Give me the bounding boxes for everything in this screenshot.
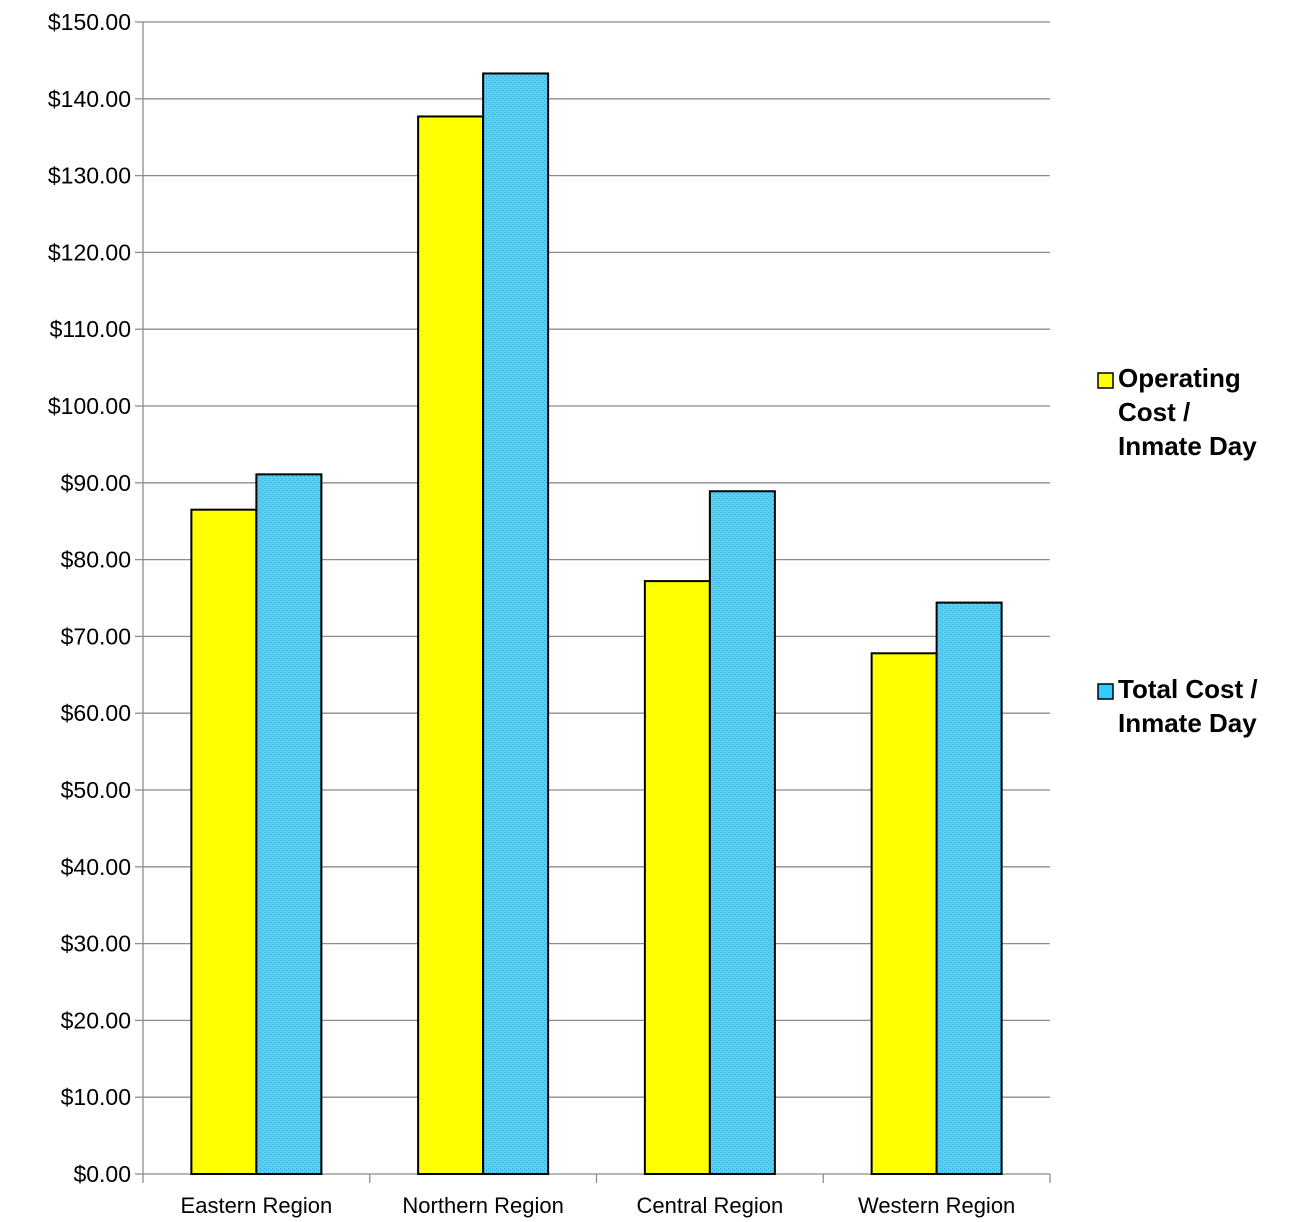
legend-swatch [1097, 372, 1114, 389]
y-tick-label: $80.00 [61, 547, 131, 573]
y-tick-label: $50.00 [61, 777, 131, 803]
bar-total-cost [708, 490, 776, 1175]
legend-label: Total Cost / [1118, 674, 1258, 704]
legend-label: Inmate Day [1118, 431, 1257, 461]
y-tick-label: $70.00 [61, 623, 131, 649]
bar-operating-cost [643, 580, 711, 1175]
legend-label: Operating [1118, 363, 1241, 393]
y-tick-label: $120.00 [48, 239, 131, 265]
x-category-label: Western Region [858, 1193, 1015, 1218]
bars [190, 72, 1003, 1176]
legend-label: Cost / [1118, 397, 1190, 427]
bar-operating-cost [417, 115, 485, 1176]
bar-operating-cost [190, 508, 258, 1175]
y-tick-label: $10.00 [61, 1084, 131, 1110]
y-tick-label: $110.00 [50, 316, 131, 342]
legend-label: Inmate Day [1118, 708, 1257, 738]
legend-swatch [1097, 683, 1114, 700]
x-category-label: Central Region [637, 1193, 784, 1218]
y-tick-label: $0.00 [73, 1161, 131, 1187]
x-category-label: Northern Region [402, 1193, 563, 1218]
bar-total-cost [255, 473, 323, 1175]
y-tick-label: $90.00 [61, 470, 131, 496]
legend: Operating Cost / Inmate Day Total Cost / Inm… [1097, 363, 1258, 738]
bar-total-cost [482, 72, 550, 1175]
bar-operating-cost [870, 652, 938, 1175]
y-tick-label: $150.00 [48, 9, 131, 35]
bar-total-cost [935, 601, 1003, 1175]
y-tick-label: $140.00 [48, 86, 131, 112]
y-tick-label: $130.00 [48, 163, 131, 189]
y-tick-label: $100.00 [48, 393, 131, 419]
axis-labels: $0.00 $10.00 $20.00 $30.00 $40.00 $50.00 $60.0… [48, 9, 1015, 1218]
legend-item-total-cost: Total Cost / Inmate Day [1097, 674, 1258, 738]
x-category-label: Eastern Region [181, 1193, 333, 1218]
y-tick-label: $60.00 [61, 700, 131, 726]
y-tick-label: $30.00 [61, 931, 131, 957]
legend-item-operating-cost: Operating Cost / Inmate Day [1097, 363, 1257, 461]
y-tick-label: $40.00 [61, 854, 131, 880]
y-tick-label: $20.00 [61, 1007, 131, 1033]
